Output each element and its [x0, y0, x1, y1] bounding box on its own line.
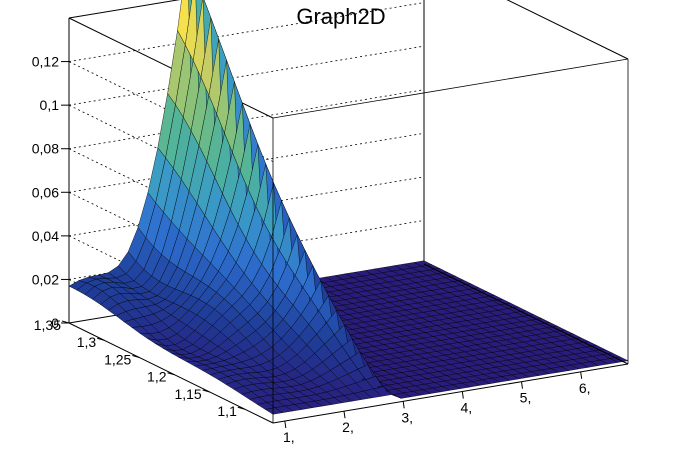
x-tick — [580, 371, 583, 379]
y-tick — [237, 406, 245, 410]
front-bottom-edge — [272, 363, 629, 424]
z-tick-label: 0,1 — [40, 97, 60, 113]
x-tick — [402, 401, 405, 409]
y-tick — [132, 355, 140, 358]
z-tick-label: 0,04 — [32, 228, 59, 244]
y-axis-ticks: 1,1 1,15 1,2 1,25 1,3 1,35 — [34, 317, 245, 419]
z-gridline-back — [68, 45, 425, 106]
x-tick-label: 4, — [460, 400, 472, 416]
y-tick — [61, 320, 70, 324]
x-tick-label: 6, — [579, 380, 591, 396]
y-tick — [167, 372, 175, 376]
z-tick-label: 0,12 — [32, 54, 59, 70]
x-tick-label: 2, — [342, 419, 354, 435]
z-gridline-back — [68, 2, 425, 62]
y-tick-label: 1,3 — [77, 334, 97, 350]
plot-frame-front — [272, 58, 629, 424]
right-top-edge — [506, 0, 629, 60]
z-tick-label: 0,02 — [32, 271, 59, 287]
y-tick-label: 1,2 — [147, 369, 167, 385]
right-bottom-edge — [423, 263, 629, 365]
y-tick-label: 1,25 — [104, 351, 131, 367]
z-axis-ticks: 0 0,02 0,04 0,06 0,08 0,1 0,12 — [32, 18, 70, 331]
surface-mesh — [68, 0, 629, 415]
x-axis-ticks: 1, 2, 3, 4, 5, 6, — [283, 371, 591, 445]
x-tick-label: 3, — [401, 409, 413, 425]
y-tick — [97, 337, 105, 341]
x-tick — [461, 391, 464, 399]
surface-cell — [177, 0, 193, 46]
front-top-edge — [272, 58, 629, 119]
y-tick — [202, 389, 210, 393]
back-top-edge — [68, 0, 181, 19]
x-tick-label: 1, — [283, 429, 295, 445]
z-tick-label: 0,08 — [32, 141, 59, 157]
x-tick-label: 5, — [520, 390, 532, 406]
x-tick — [284, 420, 287, 429]
y-tick-label: 1,35 — [34, 317, 61, 333]
y-tick-label: 1,1 — [217, 403, 237, 419]
z-tick-label: 0,06 — [32, 184, 59, 200]
x-tick — [343, 411, 346, 419]
z-tick-label: 0 — [51, 315, 59, 331]
x-tick — [521, 381, 523, 389]
y-tick-label: 1,15 — [174, 386, 201, 402]
